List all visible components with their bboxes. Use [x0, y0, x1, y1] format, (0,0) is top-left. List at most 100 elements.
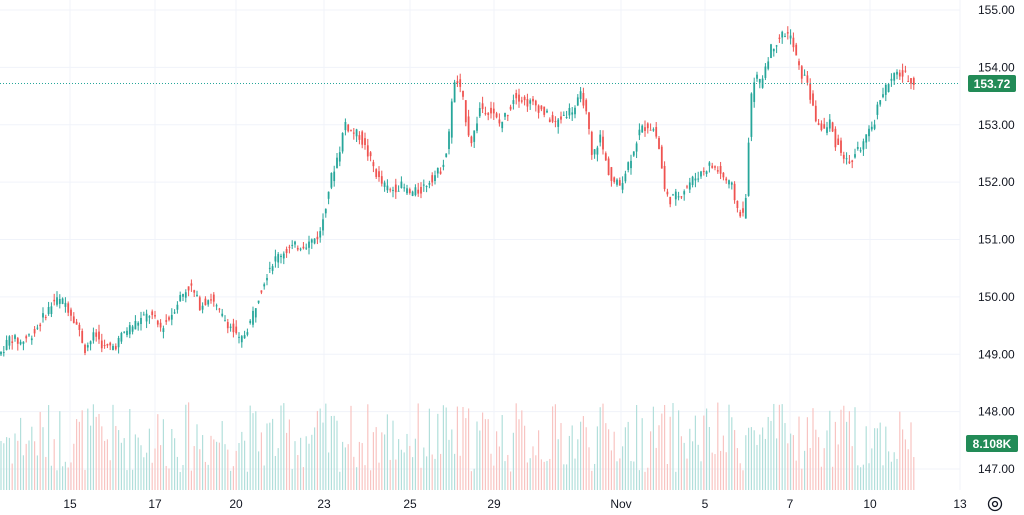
- volume-bar: [829, 410, 831, 490]
- volume-bar: [714, 454, 716, 490]
- volume-bar: [498, 446, 500, 490]
- candle-body: [585, 100, 588, 112]
- time-axis[interactable]: 15 17 20 23 25 29 Nov 5 7 10 13: [63, 497, 967, 511]
- volume-bar: [692, 441, 694, 490]
- candle-body: [204, 298, 207, 306]
- candle-body: [420, 186, 422, 194]
- volume-bar: [529, 458, 531, 490]
- volume-bar: [213, 439, 215, 490]
- volume-bar: [140, 445, 142, 490]
- candle-body: [599, 134, 602, 143]
- volume-bar: [762, 427, 764, 490]
- candle-body: [333, 171, 336, 182]
- volume-bar: [249, 405, 251, 490]
- x-tick-label: 25: [403, 497, 417, 511]
- volume-bar: [412, 457, 414, 490]
- candle-body: [109, 342, 112, 346]
- volume-bar: [98, 413, 100, 490]
- volume-bar: [176, 456, 178, 490]
- volume-bar: [622, 446, 624, 490]
- volume-bar: [890, 461, 892, 490]
- volume-bar: [316, 410, 318, 490]
- candle-body: [618, 180, 621, 186]
- candle-body: [142, 314, 145, 316]
- volume-bar: [118, 430, 120, 490]
- volume-bar: [750, 427, 752, 490]
- volume-bar: [199, 449, 201, 490]
- candle-body: [831, 122, 834, 132]
- candle-body: [84, 344, 86, 353]
- candle-body: [355, 129, 358, 137]
- candle-body: [212, 294, 215, 302]
- volume-bar: [507, 454, 509, 490]
- candle-body: [159, 322, 162, 328]
- candle-body: [179, 294, 182, 302]
- candle-body: [523, 96, 526, 101]
- volume-bar: [616, 461, 618, 490]
- candle-body: [848, 161, 851, 164]
- volume-bar: [319, 408, 321, 490]
- candle-body: [624, 173, 627, 182]
- candle-body: [459, 79, 462, 87]
- candle-body: [767, 61, 770, 69]
- volume-bar: [633, 461, 635, 490]
- volume-bar: [445, 407, 447, 490]
- candle-body: [912, 78, 915, 85]
- candle-body: [288, 246, 291, 248]
- volume-bar: [535, 455, 537, 490]
- candle-body: [711, 165, 714, 168]
- candle-body: [910, 78, 912, 84]
- candle-body: [453, 82, 456, 103]
- volume-bar: [857, 465, 859, 490]
- candle-body: [588, 112, 590, 130]
- candle-body: [655, 127, 658, 137]
- gear-icon[interactable]: [987, 496, 1003, 512]
- volume-bar: [566, 464, 568, 490]
- volume-bar: [764, 438, 766, 490]
- candle-body: [462, 90, 464, 97]
- candle-body: [324, 208, 327, 214]
- volume-bar: [652, 406, 654, 490]
- volume-bar: [39, 411, 41, 490]
- volume-bar: [232, 466, 234, 490]
- candle-body: [851, 160, 854, 163]
- candle-body: [14, 335, 16, 339]
- candle-body: [716, 170, 719, 172]
- candle-body: [408, 189, 411, 193]
- volume-bar: [370, 470, 372, 490]
- candle-body: [310, 239, 313, 243]
- candle-body: [557, 119, 560, 127]
- volume-bar: [204, 461, 206, 490]
- candle-body: [224, 320, 226, 322]
- candle-body: [865, 134, 868, 143]
- volume-bar: [846, 421, 848, 490]
- volume-bar: [778, 404, 780, 490]
- candle-body: [884, 84, 887, 95]
- volume-bar: [78, 421, 80, 490]
- y-tick-label: 152.00: [978, 175, 1015, 189]
- volume-bar: [683, 442, 685, 490]
- volume-bar: [549, 458, 551, 490]
- volume-bar: [658, 425, 660, 490]
- candle-body: [47, 307, 50, 315]
- volume-bar: [608, 429, 610, 490]
- candle-body: [520, 100, 523, 102]
- volume-bar: [448, 439, 450, 490]
- volume-bar: [238, 443, 240, 490]
- volume-bar: [902, 429, 904, 490]
- candle-body: [352, 132, 355, 134]
- volume-bar: [14, 433, 16, 490]
- volume-bar: [202, 435, 204, 490]
- price-axis[interactable]: 155.00 154.00 153.00 152.00 151.00 150.00 149.…: [978, 3, 1015, 476]
- volume-bar: [636, 405, 638, 490]
- candle-body: [613, 177, 616, 182]
- candle-body: [719, 166, 722, 174]
- volume-bar: [812, 408, 814, 490]
- volume-bar: [34, 441, 36, 490]
- candle-body: [431, 175, 434, 183]
- candle-body: [450, 101, 453, 138]
- candle-body: [170, 314, 173, 320]
- volume-bar: [431, 454, 433, 490]
